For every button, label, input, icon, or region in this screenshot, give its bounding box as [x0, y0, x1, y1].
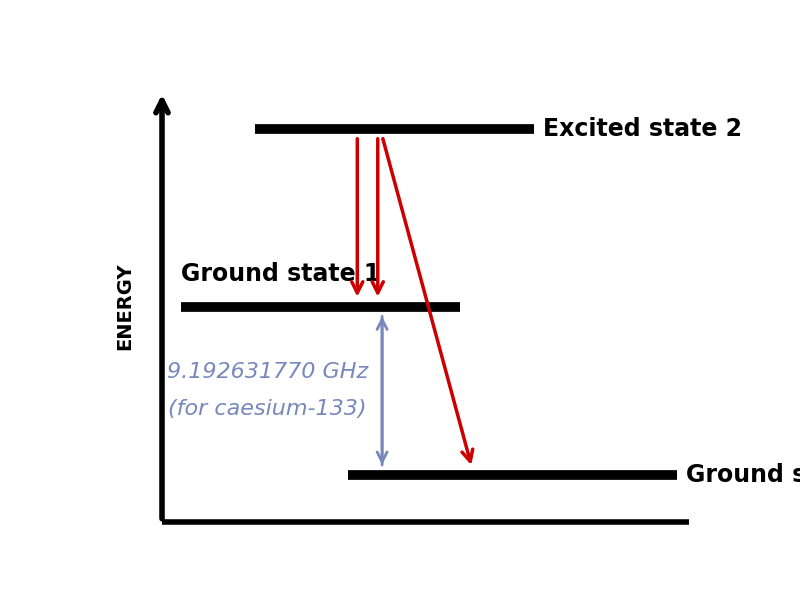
Text: 9.192631770 GHz: 9.192631770 GHz — [167, 362, 368, 382]
Text: (for caesium-133): (for caesium-133) — [168, 399, 366, 419]
Text: ENERGY: ENERGY — [115, 263, 134, 350]
Text: Ground state 0: Ground state 0 — [686, 463, 800, 487]
Text: Excited state 2: Excited state 2 — [543, 117, 742, 141]
Text: Ground state 1: Ground state 1 — [181, 262, 380, 285]
